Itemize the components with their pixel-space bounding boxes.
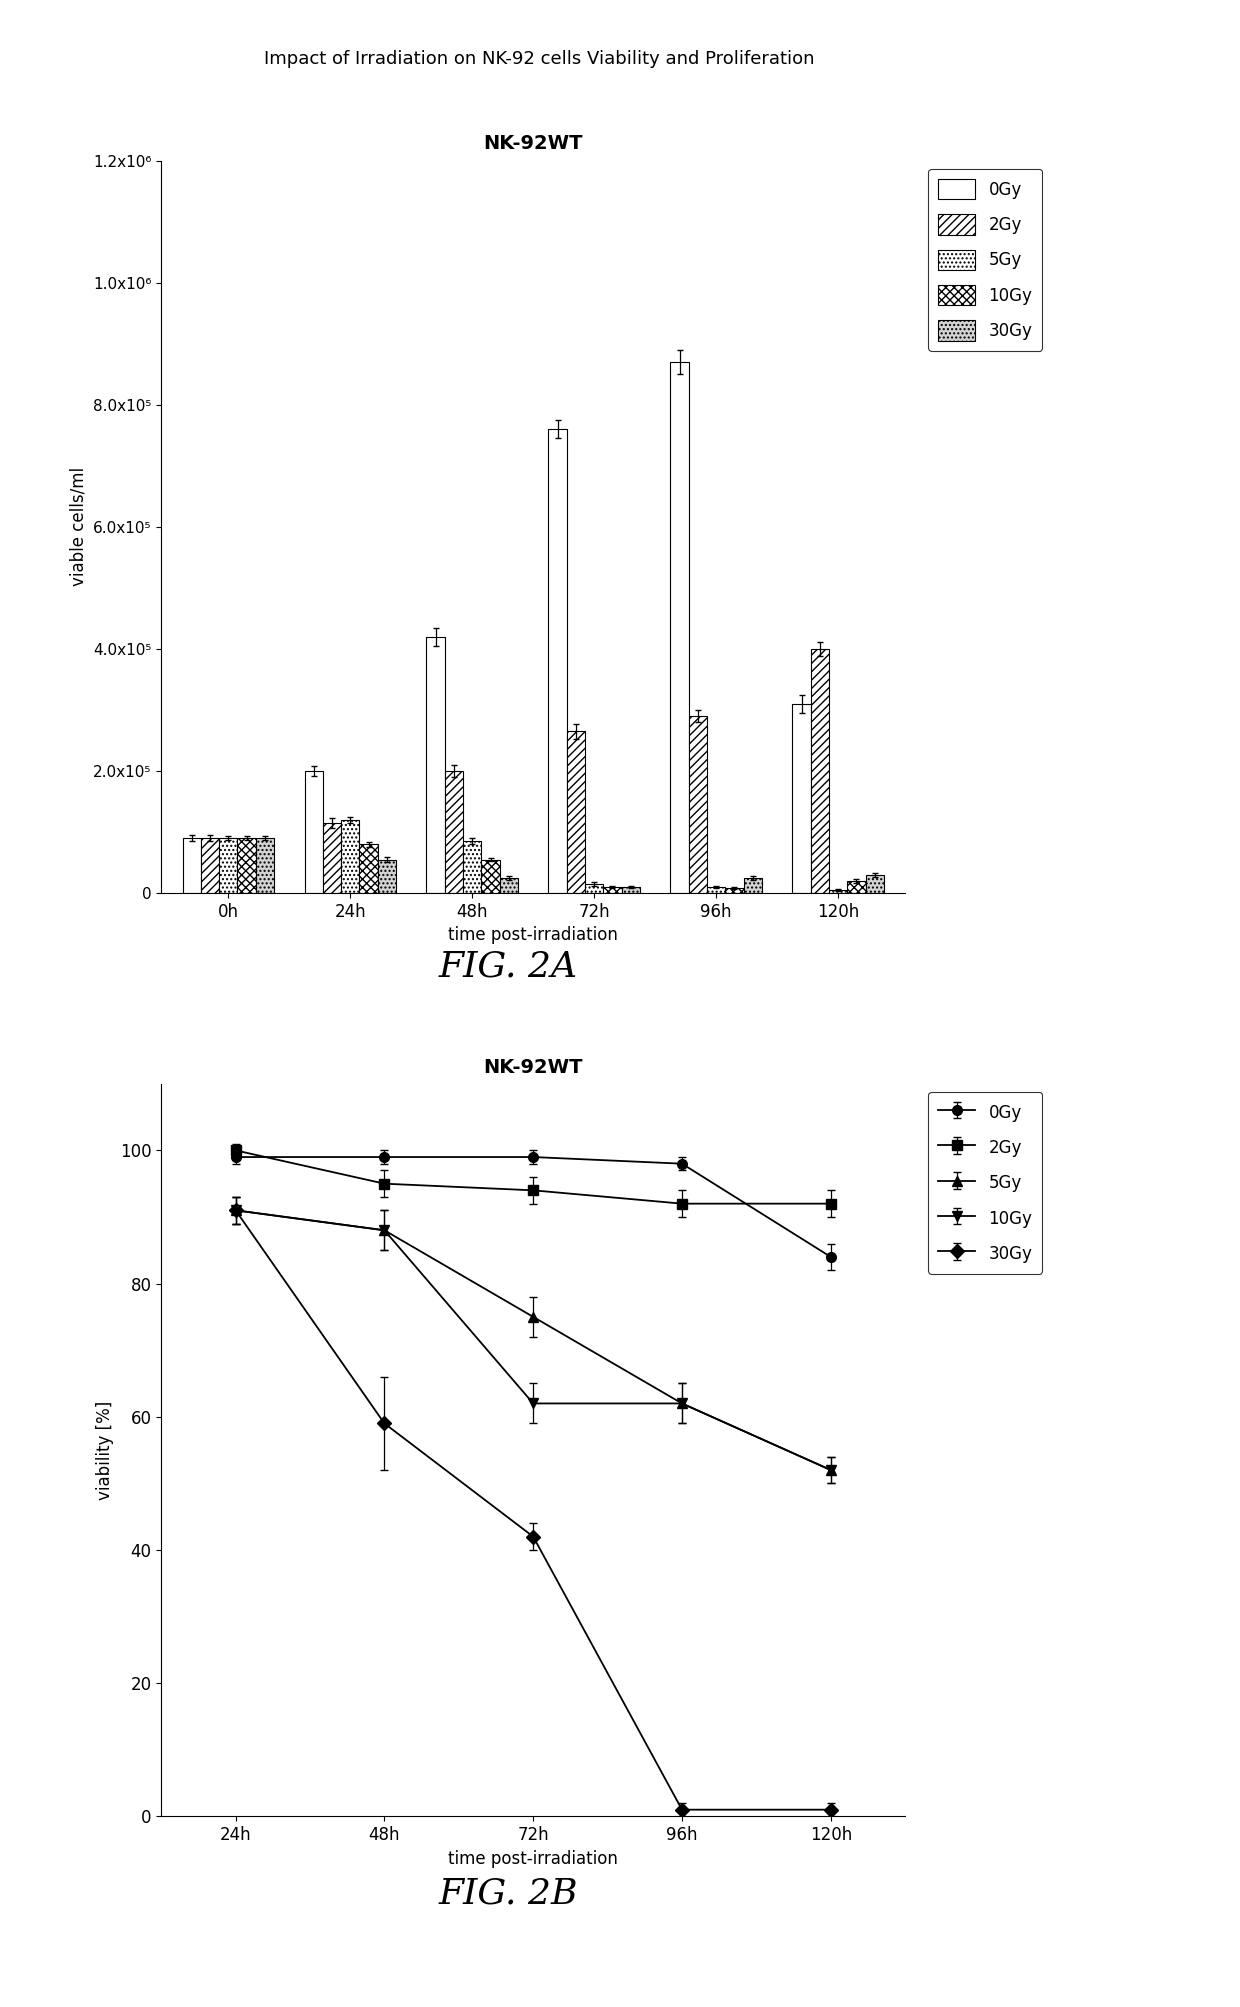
Bar xyxy=(688,716,707,893)
Bar xyxy=(182,839,201,893)
X-axis label: time post-irradiation: time post-irradiation xyxy=(449,1850,618,1869)
Bar xyxy=(237,839,255,893)
Bar xyxy=(463,841,481,893)
Bar xyxy=(567,731,585,893)
Bar xyxy=(792,704,811,893)
Title: NK-92WT: NK-92WT xyxy=(484,1058,583,1076)
Text: Impact of Irradiation on NK-92 cells Viability and Proliferation: Impact of Irradiation on NK-92 cells Via… xyxy=(264,50,815,68)
Bar xyxy=(322,823,341,893)
Bar xyxy=(255,839,274,893)
Bar xyxy=(866,875,884,893)
Bar xyxy=(548,429,567,893)
Legend: 0Gy, 2Gy, 5Gy, 10Gy, 30Gy: 0Gy, 2Gy, 5Gy, 10Gy, 30Gy xyxy=(929,169,1043,351)
X-axis label: time post-irradiation: time post-irradiation xyxy=(449,927,618,945)
Bar xyxy=(305,771,322,893)
Bar xyxy=(481,859,500,893)
Y-axis label: viable cells/ml: viable cells/ml xyxy=(69,468,88,586)
Bar xyxy=(847,881,866,893)
Bar xyxy=(341,821,360,893)
Bar xyxy=(604,887,621,893)
Legend: 0Gy, 2Gy, 5Gy, 10Gy, 30Gy: 0Gy, 2Gy, 5Gy, 10Gy, 30Gy xyxy=(929,1092,1043,1274)
Y-axis label: viability [%]: viability [%] xyxy=(97,1401,114,1499)
Bar xyxy=(811,648,830,893)
Bar xyxy=(427,636,445,893)
Bar xyxy=(219,839,237,893)
Bar xyxy=(707,887,725,893)
Bar xyxy=(621,887,640,893)
Bar xyxy=(201,839,219,893)
Bar xyxy=(725,889,744,893)
Title: NK-92WT: NK-92WT xyxy=(484,134,583,153)
Text: FIG. 2A: FIG. 2A xyxy=(439,949,578,983)
Bar xyxy=(744,877,761,893)
Bar xyxy=(360,845,378,893)
Bar xyxy=(671,361,688,893)
Bar xyxy=(445,771,463,893)
Bar xyxy=(585,883,604,893)
Bar xyxy=(830,889,847,893)
Text: FIG. 2B: FIG. 2B xyxy=(439,1877,578,1911)
Bar xyxy=(500,877,518,893)
Bar xyxy=(378,859,396,893)
